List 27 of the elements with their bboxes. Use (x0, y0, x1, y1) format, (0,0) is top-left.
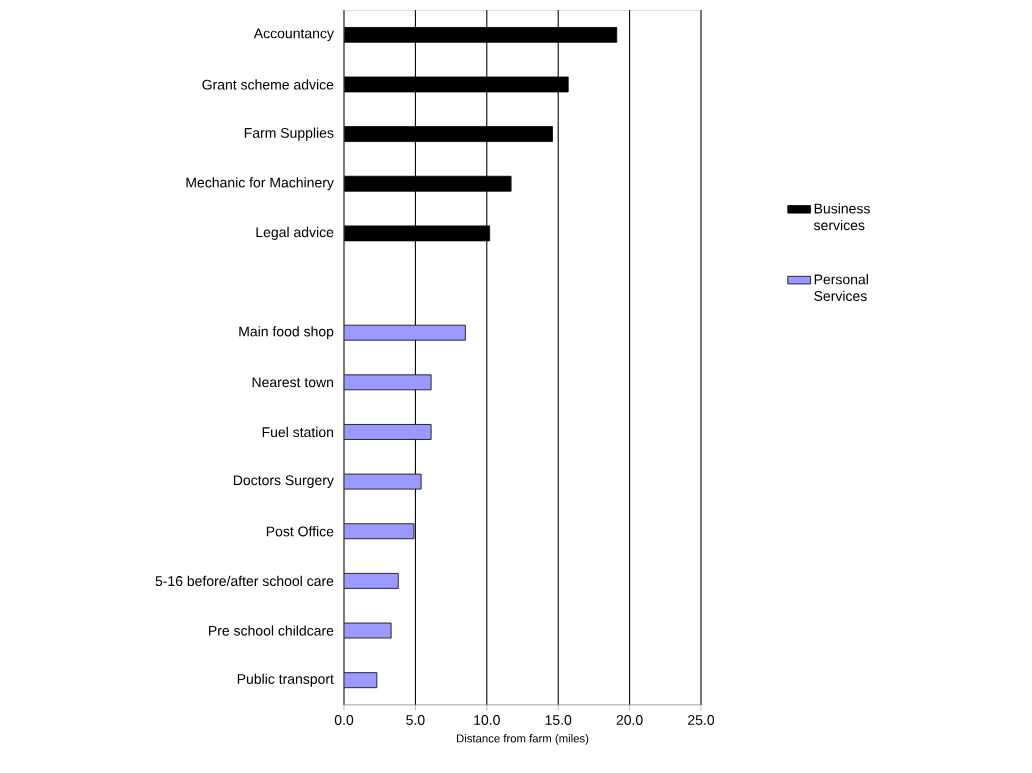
x-tick-label: 20.0 (616, 715, 643, 725)
y-tick-label: Grant scheme advice (202, 79, 334, 90)
y-tick-label: Legal advice (256, 226, 334, 240)
bar (344, 572, 399, 589)
bar (344, 424, 432, 440)
x-tick-label: 10.0 (474, 715, 500, 725)
y-tick-label: Farm Supplies (244, 127, 334, 141)
x-tick-label: 5.0 (406, 715, 425, 725)
x-tick-label: 15.0 (545, 715, 572, 725)
legend-label: Business services (814, 203, 870, 231)
y-tick-label: Fuel station (262, 426, 334, 438)
x-tick-label: 0.0 (334, 715, 354, 725)
y-tick-label: Post Office (266, 526, 334, 537)
bar (344, 324, 466, 341)
x-axis-title: Distance from farm (miles) (456, 734, 589, 745)
bar (344, 523, 415, 540)
y-tick-label: 5-16 before/after school care (155, 575, 334, 587)
y-tick-label: Doctors Surgery (233, 475, 334, 488)
y-tick-label: Main food shop (239, 326, 334, 340)
y-tick-label: Pre school childcare (209, 625, 334, 636)
legend-label: Personal Services (814, 274, 868, 302)
y-tick-label: Accountancy (253, 28, 334, 42)
y-tick-label: Nearest town (252, 377, 334, 388)
bar (344, 374, 432, 391)
y-tick-label: Mechanic for Machinery (186, 177, 334, 191)
x-tick-label: 25.0 (688, 715, 715, 725)
y-tick-label: Public transport (237, 673, 334, 687)
